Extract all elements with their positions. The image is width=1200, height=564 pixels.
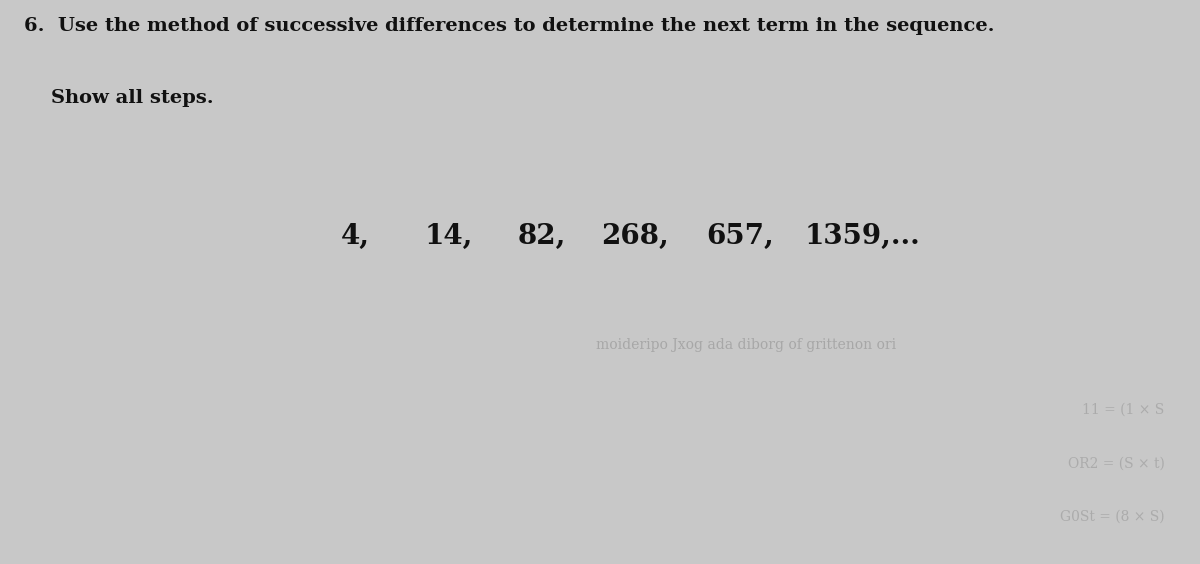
Text: moideripo Jxog ada diborg of grittenon ori: moideripo Jxog ada diborg of grittenon o…	[595, 338, 895, 352]
Text: 1359,...: 1359,...	[804, 223, 920, 250]
Text: 657,: 657,	[706, 223, 774, 250]
Text: 14,: 14,	[425, 223, 473, 250]
Text: G0St = (8 × S): G0St = (8 × S)	[1060, 510, 1165, 524]
Text: 6.  Use the method of successive differences to determine the next term in the s: 6. Use the method of successive differen…	[24, 17, 995, 35]
Text: 4,: 4,	[341, 223, 371, 250]
Text: 82,: 82,	[517, 223, 566, 250]
Text: Show all steps.: Show all steps.	[24, 89, 214, 107]
Text: OR2 = (S × t): OR2 = (S × t)	[1068, 456, 1165, 470]
Text: 11 = (1 × S: 11 = (1 × S	[1082, 403, 1165, 417]
Text: 268,: 268,	[601, 223, 668, 250]
